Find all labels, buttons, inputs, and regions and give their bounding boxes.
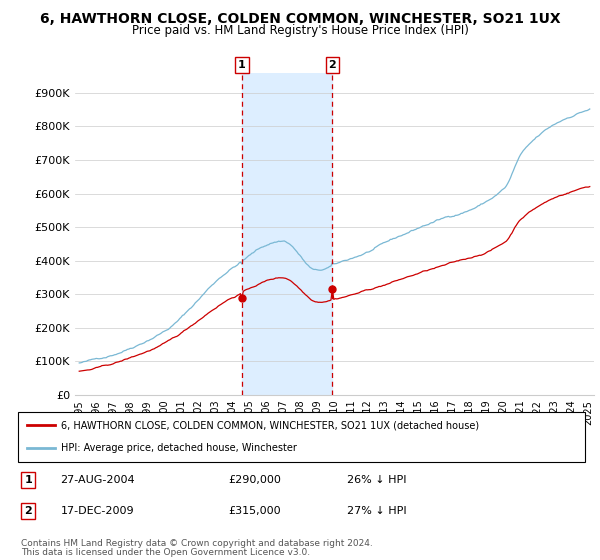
Text: £315,000: £315,000 (228, 506, 280, 516)
Text: 1: 1 (238, 60, 246, 70)
Text: Price paid vs. HM Land Registry's House Price Index (HPI): Price paid vs. HM Land Registry's House … (131, 24, 469, 37)
Text: 2: 2 (25, 506, 32, 516)
Text: This data is licensed under the Open Government Licence v3.0.: This data is licensed under the Open Gov… (21, 548, 310, 557)
Text: 27% ↓ HPI: 27% ↓ HPI (347, 506, 406, 516)
Text: HPI: Average price, detached house, Winchester: HPI: Average price, detached house, Winc… (61, 444, 296, 454)
Text: 6, HAWTHORN CLOSE, COLDEN COMMON, WINCHESTER, SO21 1UX: 6, HAWTHORN CLOSE, COLDEN COMMON, WINCHE… (40, 12, 560, 26)
Bar (242, 73, 332, 395)
Text: 26% ↓ HPI: 26% ↓ HPI (347, 475, 406, 486)
Text: 27-AUG-2004: 27-AUG-2004 (61, 475, 135, 486)
Text: 6, HAWTHORN CLOSE, COLDEN COMMON, WINCHESTER, SO21 1UX (detached house): 6, HAWTHORN CLOSE, COLDEN COMMON, WINCHE… (61, 420, 479, 430)
FancyBboxPatch shape (18, 412, 585, 462)
Text: 2: 2 (329, 60, 336, 70)
Text: 17-DEC-2009: 17-DEC-2009 (61, 506, 134, 516)
Text: £290,000: £290,000 (228, 475, 281, 486)
Text: Contains HM Land Registry data © Crown copyright and database right 2024.: Contains HM Land Registry data © Crown c… (21, 539, 373, 548)
Text: 1: 1 (25, 475, 32, 486)
